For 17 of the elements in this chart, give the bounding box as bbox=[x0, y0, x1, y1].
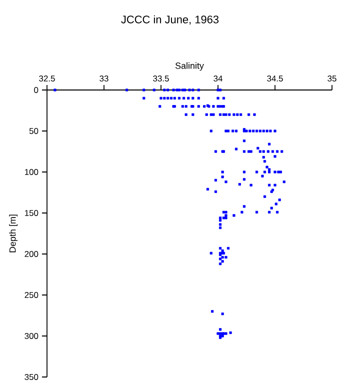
x-tick-label: 35 bbox=[328, 75, 336, 82]
y-tick-label: 100 bbox=[24, 169, 38, 175]
y-tick-label: 150 bbox=[24, 210, 38, 216]
x-tick-label: 32.5 bbox=[39, 75, 55, 82]
y-tick-label: 350 bbox=[24, 374, 38, 380]
x-axis-title: Salinity bbox=[175, 62, 204, 71]
y-tick-label: 250 bbox=[24, 292, 38, 298]
x-tick-label: 34.5 bbox=[267, 75, 283, 82]
x-tick-label: 33 bbox=[100, 75, 108, 82]
y-tick-label: 200 bbox=[24, 251, 38, 257]
y-tick-label: 0 bbox=[34, 87, 38, 93]
x-tick-label: 33.5 bbox=[153, 75, 169, 82]
y-tick-label: 50 bbox=[29, 128, 38, 134]
y-tick-label: 300 bbox=[24, 333, 38, 339]
x-tick-label: 34 bbox=[214, 75, 222, 82]
chart-title: JCCC in June, 1963 bbox=[121, 15, 219, 25]
y-axis-title: Depth [m] bbox=[9, 214, 18, 252]
